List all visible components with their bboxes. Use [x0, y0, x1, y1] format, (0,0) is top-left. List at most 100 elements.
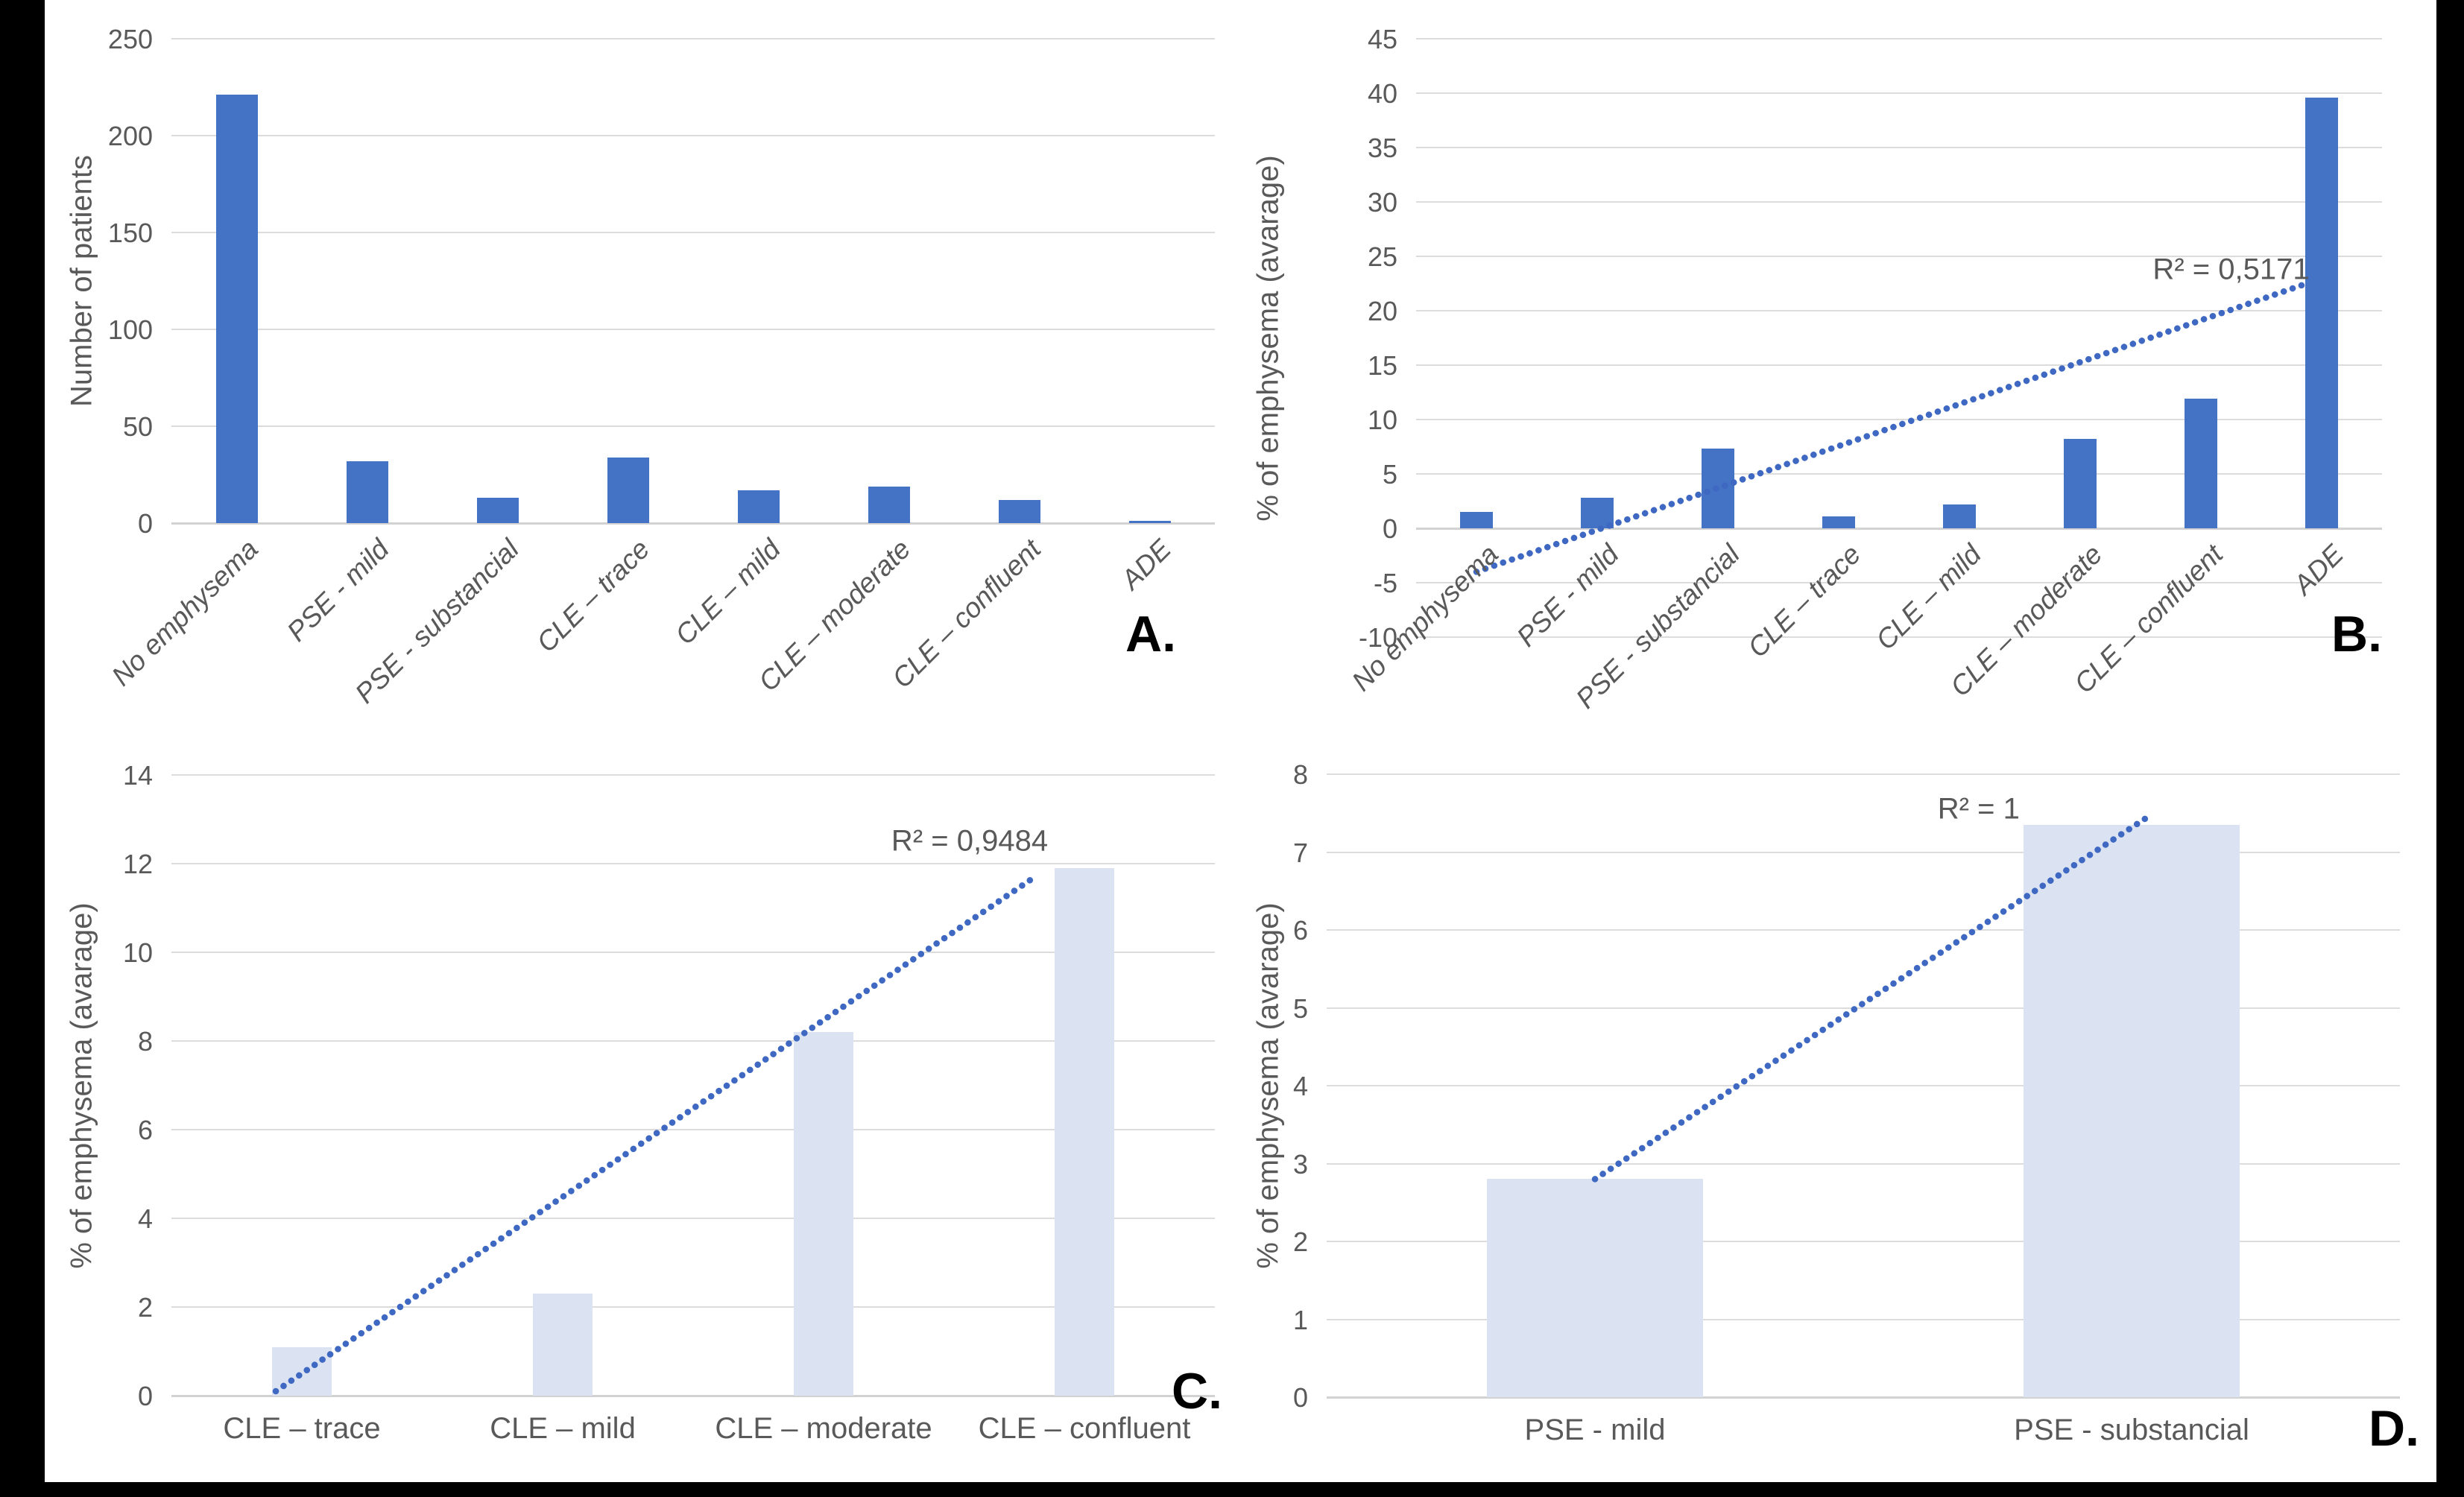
gridline: [1327, 1241, 2400, 1242]
bar-ade: [2305, 97, 2338, 528]
figure-canvas: Number of patients A. 0 50 100 150 200 250 No …: [45, 0, 2436, 1482]
y-tick-label: -10: [1358, 622, 1397, 653]
x-category-label: CLE – trace: [223, 1412, 381, 1445]
y-tick-label: 6: [137, 1115, 153, 1145]
gridline: [171, 135, 1215, 136]
y-tick-label: 12: [122, 849, 153, 879]
y-tick-label: 0: [137, 508, 153, 539]
x-category-label-text: CLE – trace: [531, 534, 656, 659]
panel-letter-a: A.: [1125, 606, 1176, 662]
y-tick-label: 5: [1382, 459, 1397, 490]
bar-cle-mild: [533, 1294, 593, 1396]
trendline: [1591, 814, 2151, 1183]
panel-b-percent-emphysema-all: % of emphysema (avarage) B. -10 -5 0 5 10 15 2…: [1222, 0, 2436, 738]
y-tick-label: 0: [1382, 513, 1397, 544]
bar-cle-trace: [607, 457, 649, 523]
r-squared-label: R² = 0,9484: [891, 824, 1049, 858]
y-tick-label: 15: [1367, 350, 1397, 381]
bar-pse-substancial: [2024, 824, 2240, 1397]
bar-cle-confluent: [2185, 399, 2217, 528]
y-tick-label: 40: [1367, 78, 1397, 109]
y-axis-title: % of emphysema (avarage): [1251, 154, 1285, 522]
gridline: [171, 1129, 1215, 1130]
gridline: [1416, 147, 2382, 148]
gridline: [1327, 1318, 2400, 1320]
gridline: [1416, 92, 2382, 94]
gridline: [1416, 473, 2382, 475]
gridline: [1416, 201, 2382, 203]
bar-pse-mild: [346, 461, 388, 523]
bar-cle-confluent: [1055, 867, 1114, 1396]
y-tick-label: 10: [122, 937, 153, 968]
y-tick-label: 6: [1292, 915, 1308, 946]
x-category-label-text: PSE - mild: [280, 534, 395, 648]
x-axis-line: [1416, 528, 2382, 530]
y-tick-label: 50: [122, 411, 153, 442]
bar-pse-substancial: [476, 498, 519, 523]
y-tick-label: 1: [1292, 1304, 1308, 1335]
y-tick-label: 0: [1292, 1382, 1308, 1413]
y-tick-label: 150: [107, 218, 153, 248]
gridline: [1416, 310, 2382, 311]
y-tick-label: 7: [1292, 837, 1308, 868]
bar-cle-moderate: [794, 1032, 853, 1396]
bar-cle-confluent: [998, 499, 1040, 523]
y-tick-label: 250: [107, 24, 153, 54]
x-category-label: PSE - substancial: [2014, 1414, 2249, 1446]
x-category-label: CLE – mild: [490, 1412, 636, 1445]
x-category-label-text: ADE: [1115, 534, 1178, 595]
x-category-label: CLE – moderate: [715, 1412, 932, 1445]
y-tick-label: 200: [107, 121, 153, 151]
y-tick-label: 5: [1292, 993, 1308, 1024]
y-tick-label: 20: [1367, 296, 1397, 326]
x-axis-line: [171, 522, 1215, 525]
x-axis-line: [171, 1395, 1215, 1397]
bar-cle-moderate: [2064, 439, 2097, 528]
y-tick-label: 4: [1292, 1071, 1308, 1101]
y-tick-label: 2: [137, 1292, 153, 1323]
gridline: [1416, 582, 2382, 583]
bar-no-emphysema: [1460, 512, 1493, 528]
gridline: [1327, 1162, 2400, 1165]
y-tick-label: 30: [1367, 187, 1397, 218]
gridline: [171, 774, 1215, 776]
x-axis-line: [1327, 1396, 2400, 1399]
y-tick-label: 8: [137, 1026, 153, 1057]
gridline: [171, 38, 1215, 39]
gridline: [171, 1040, 1215, 1042]
y-tick-label: 35: [1367, 133, 1397, 163]
gridline: [1327, 929, 2400, 931]
bar-cle-moderate: [868, 486, 910, 523]
gridline: [171, 232, 1215, 233]
y-tick-label: -5: [1373, 568, 1397, 598]
bar-pse-mild: [1487, 1179, 1703, 1397]
bar-ade: [1128, 521, 1171, 523]
x-category-label-text: CLE – mild: [669, 534, 786, 651]
gridline: [1327, 773, 2400, 775]
gridline: [1327, 851, 2400, 853]
r-squared-label: R² = 1: [1937, 792, 2020, 826]
y-tick-label: 3: [1292, 1148, 1308, 1180]
x-category-label: CLE – confluent: [978, 1412, 1191, 1445]
gridline: [1416, 38, 2382, 39]
gridline: [171, 425, 1215, 427]
gridline: [1327, 1085, 2400, 1086]
gridline: [1416, 256, 2382, 257]
y-tick-label: 25: [1367, 241, 1397, 272]
y-axis-title: Number of patients: [65, 155, 98, 407]
gridline: [1416, 364, 2382, 366]
x-category-label: PSE - mild: [1524, 1414, 1666, 1446]
gridline: [1416, 419, 2382, 420]
trendline: [1473, 281, 2307, 575]
panel-letter-c: C.: [1172, 1363, 1222, 1420]
gridline: [171, 952, 1215, 953]
gridline: [171, 329, 1215, 330]
y-tick-label: 2: [1292, 1227, 1308, 1257]
r-squared-label: R² = 0,5171: [2152, 253, 2310, 286]
gridline: [1416, 636, 2382, 638]
y-tick-label: 8: [1292, 759, 1308, 790]
gridline: [171, 1306, 1215, 1308]
bar-cle-trace: [1822, 516, 1855, 528]
panel-letter-b: B.: [2331, 606, 2382, 662]
